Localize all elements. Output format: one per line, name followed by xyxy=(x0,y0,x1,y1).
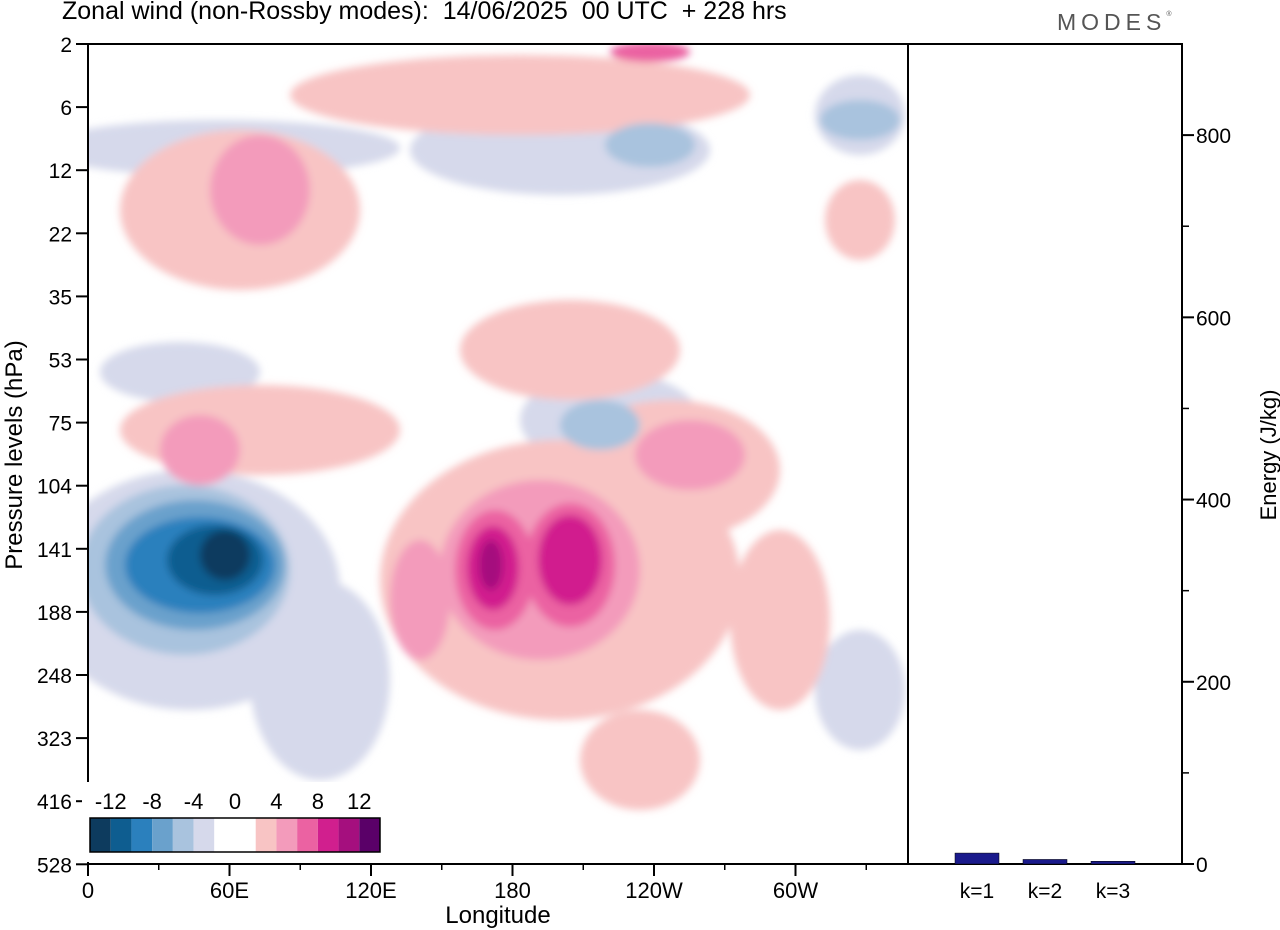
colorbar-label: 8 xyxy=(312,789,324,814)
colorbar-label: 12 xyxy=(347,789,371,814)
x-tick-label: 120W xyxy=(625,878,683,903)
colorbar-label: 4 xyxy=(270,789,282,814)
colorbar-swatch xyxy=(297,818,318,852)
contour-region-27 xyxy=(479,540,503,590)
contour-region-24 xyxy=(610,44,690,62)
y-tick-label: 22 xyxy=(49,223,72,246)
contour-region-26 xyxy=(538,515,602,605)
colorbar-swatch xyxy=(235,818,256,852)
contour-region-20 xyxy=(635,420,745,490)
contour-region-29 xyxy=(605,123,695,167)
contour-region-6 xyxy=(250,580,390,780)
energy-tick-label: 800 xyxy=(1196,125,1231,148)
energy-bars: k=1 k=2 k=3 xyxy=(954,852,1136,903)
y-axis: 2 6 12 22 35 53 75 104 141 188 248 323 416 528 xyxy=(37,34,88,877)
colorbar-swatch xyxy=(172,818,194,852)
modes-logo: MODES® xyxy=(1057,9,1172,35)
x-axis-label: Longitude xyxy=(445,902,550,929)
energy-panel-frame xyxy=(907,43,1183,865)
colorbar-swatch xyxy=(214,818,235,852)
colorbar-swatch xyxy=(193,818,215,852)
contour-region-28 xyxy=(560,400,640,450)
y-tick-label: 104 xyxy=(37,476,72,499)
x-tick-label: 120E xyxy=(345,878,396,903)
energy-bar-k=3 xyxy=(1090,861,1136,865)
x-axis: 0 60E 120E 180 120W 60W xyxy=(82,864,867,903)
y-tick-label: 188 xyxy=(37,602,72,625)
y-tick-label: 53 xyxy=(49,350,72,373)
colorbar-swatch xyxy=(359,818,380,852)
contour-region-8 xyxy=(290,55,750,135)
colorbar-swatch xyxy=(255,818,277,852)
y-tick-label: 12 xyxy=(49,160,72,183)
y-tick-label: 248 xyxy=(37,665,72,688)
energy-tick-label: 0 xyxy=(1196,854,1208,877)
colorbar-swatch xyxy=(276,818,298,852)
x-tick-label: 0 xyxy=(82,878,94,903)
energy-tick-label: 200 xyxy=(1196,672,1231,695)
colorbar-swatch xyxy=(131,818,153,852)
x-tick-label: 180 xyxy=(494,878,531,903)
colorbar-swatch xyxy=(152,818,173,852)
y-tick-label: 416 xyxy=(37,791,72,814)
x-tick-label: 60W xyxy=(773,878,818,903)
colorbar-label: -12 xyxy=(95,789,127,814)
contour-region-11 xyxy=(460,300,680,400)
contour-region-16 xyxy=(825,180,895,260)
contour-region-15 xyxy=(580,710,700,810)
energy-bar-k=2 xyxy=(1022,859,1068,865)
energy-category-label: k=3 xyxy=(1096,880,1130,903)
colorbar-swatch xyxy=(110,818,132,852)
chart-title: Zonal wind (non-Rossby modes): 14/06/202… xyxy=(62,0,787,25)
y-axis-label: Pressure levels (hPa) xyxy=(1,340,28,569)
energy-axis-label: Energy (J/kg) xyxy=(1256,390,1280,521)
colorbar: -12 -8 -4 0 4 8 12 xyxy=(82,782,388,862)
contour-region-7 xyxy=(815,630,905,750)
energy-tick-label: 400 xyxy=(1196,490,1231,513)
energy-category-label: k=1 xyxy=(960,880,994,903)
y-tick-label: 141 xyxy=(37,539,72,562)
contour-region-17 xyxy=(160,415,240,485)
contour-region-30 xyxy=(820,100,900,140)
energy-axis: 0 200 400 600 800 xyxy=(1182,125,1231,877)
y-tick-label: 323 xyxy=(37,728,72,751)
colorbar-swatch xyxy=(90,818,111,852)
y-tick-label: 6 xyxy=(60,97,72,120)
y-tick-label: 2 xyxy=(60,34,72,57)
energy-bar-k=1 xyxy=(954,852,1000,865)
x-tick-label: 60E xyxy=(210,878,249,903)
colorbar-label: -4 xyxy=(184,789,204,814)
contour-region-14 xyxy=(730,530,830,710)
y-tick-label: 75 xyxy=(49,413,72,436)
colorbar-swatch xyxy=(317,818,339,852)
energy-tick-label: 600 xyxy=(1196,307,1231,330)
colorbar-label: -8 xyxy=(142,789,162,814)
colorbar-label: 0 xyxy=(229,789,241,814)
colorbar-frame xyxy=(89,817,381,853)
contour-region-21 xyxy=(210,135,310,245)
colorbar-swatch xyxy=(338,818,360,852)
energy-category-label: k=2 xyxy=(1028,880,1062,903)
heatmap-contours xyxy=(88,44,905,810)
y-tick-label: 35 xyxy=(49,286,72,309)
y-tick-label: 528 xyxy=(37,854,72,877)
contour-region-10 xyxy=(120,385,400,475)
contour-region-18 xyxy=(390,540,450,660)
contour-region-35 xyxy=(200,530,250,580)
